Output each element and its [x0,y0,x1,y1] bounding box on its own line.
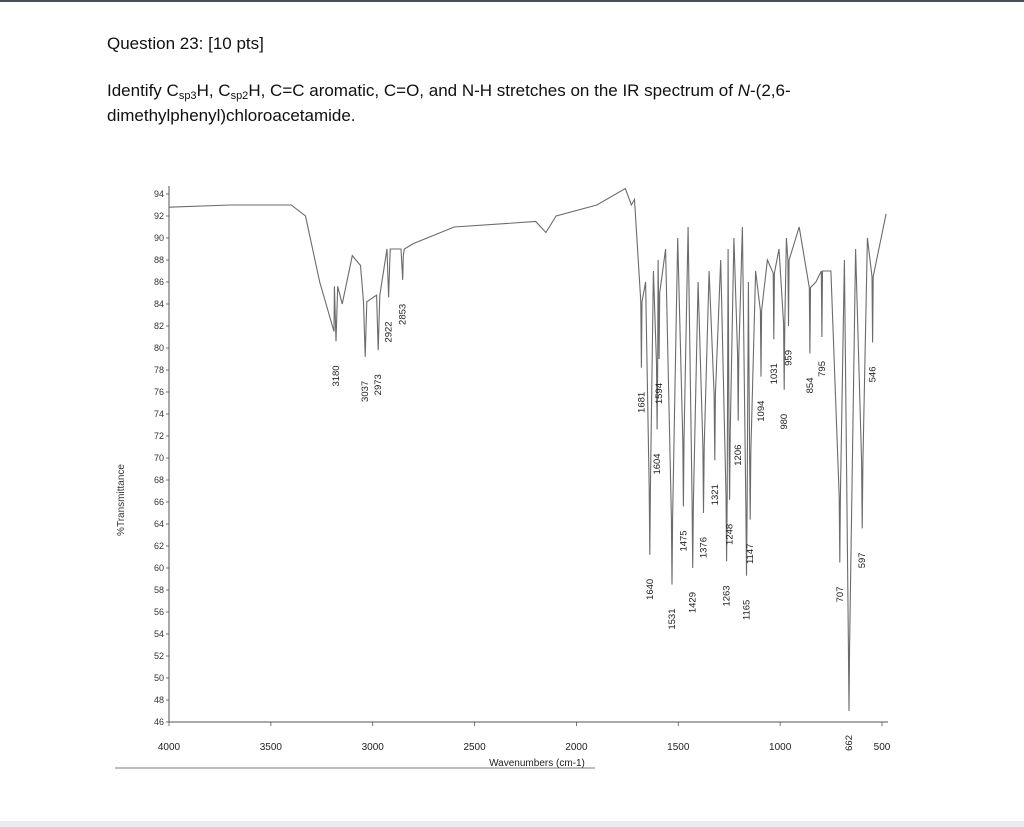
y-tick-label: 86 [154,277,164,287]
y-tick-label: 80 [154,343,164,353]
peak-label: 1475 [678,530,689,551]
x-ticks: 4000 3500 3000 2500 2000 1500 1000 500 [158,722,891,753]
peak-label: 662 [844,735,855,751]
y-tick-label: 84 [154,299,164,309]
x-tick-label: 500 [874,742,891,753]
y-tick-label: 74 [154,409,164,419]
peak-label: 980 [779,414,790,430]
y-tick-label: 52 [154,651,164,661]
chart-axes [115,186,888,768]
y-tick-label: 90 [154,233,164,243]
peak-label: 1640 [645,579,656,600]
y-axis-label: %Transmittance [116,464,127,536]
peak-label: 1248 [725,524,736,545]
peak-label: 1165 [742,600,753,620]
y-tick-label: 88 [154,255,164,265]
peak-label: 597 [857,552,868,568]
y-tick-label: 60 [154,563,164,573]
x-tick-label: 1500 [667,742,690,753]
y-tick-label: 92 [154,211,164,221]
y-tick-label: 82 [154,321,164,331]
spectrum-trace [169,189,886,712]
peak-label: 1376 [699,537,710,558]
peak-label: 707 [835,587,846,603]
peak-label: 1263 [722,585,733,606]
peak-label: 1594 [654,383,665,404]
x-tick-label: 1000 [769,742,792,753]
peak-label: 1031 [769,363,780,384]
peak-label: 1604 [652,453,663,474]
peak-label: 546 [868,367,879,383]
x-tick-label: 3000 [362,742,385,753]
y-ticks: 94 92 90 88 86 84 82 80 78 76 74 72 70 68 66 64 62 60 58 56… [154,189,169,727]
peak-label: 795 [817,361,828,377]
peak-label: 2973 [373,374,384,395]
y-tick-label: 54 [154,629,164,639]
bottom-strip [0,821,1024,827]
y-tick-label: 78 [154,365,164,375]
y-tick-label: 46 [154,717,164,727]
x-tick-label: 3500 [260,742,283,753]
y-tick-label: 50 [154,673,164,683]
y-tick-label: 70 [154,453,164,463]
x-tick-label: 4000 [158,742,181,753]
peak-label: 854 [805,378,816,394]
y-tick-label: 62 [154,541,164,551]
peak-label: 1147 [745,544,756,564]
peak-label: 3180 [331,365,342,386]
y-tick-label: 66 [154,497,164,507]
peak-label: 1094 [756,401,767,422]
peak-label: 959 [784,350,795,366]
y-tick-label: 58 [154,585,164,595]
x-tick-label: 2500 [463,742,486,753]
peak-label: 1321 [710,484,721,505]
y-tick-label: 68 [154,475,164,485]
peak-label: 1681 [636,392,647,413]
peak-label: 2853 [398,304,409,325]
y-tick-label: 48 [154,695,164,705]
y-tick-label: 76 [154,387,164,397]
y-tick-label: 72 [154,431,164,441]
peak-label: 1531 [667,609,678,630]
peak-label: 1429 [688,592,699,613]
x-tick-label: 2000 [565,742,588,753]
y-tick-label: 56 [154,607,164,617]
peak-label: 3037 [360,381,371,402]
peak-label: 2922 [384,321,395,342]
y-tick-label: 94 [154,189,164,199]
x-axis-label: Wavenumbers (cm-1) [489,758,585,769]
y-tick-label: 64 [154,519,164,529]
peak-label: 1206 [733,445,744,466]
